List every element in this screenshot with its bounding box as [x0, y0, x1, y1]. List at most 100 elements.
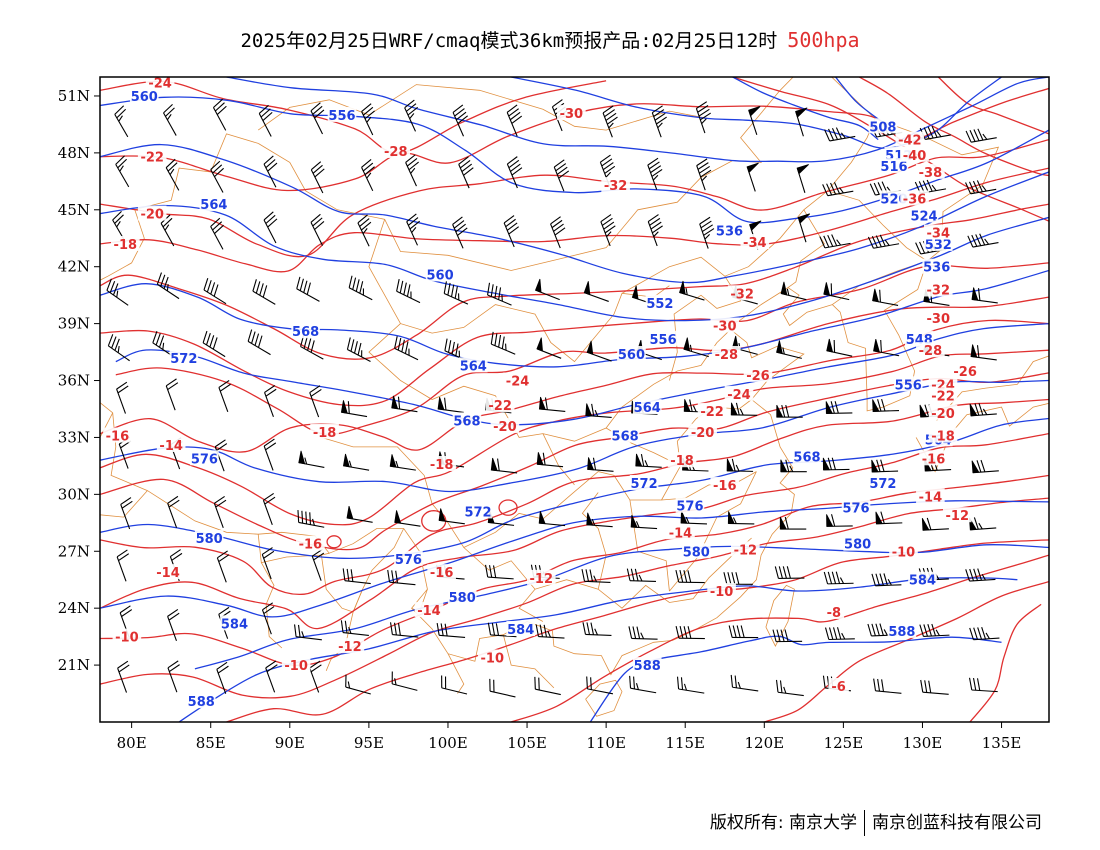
axis-ticks-layer: 80E 85E 90E 95E 100E 105E 110E 115E 120E 125E 130E…	[58, 87, 1022, 752]
wind-barb	[969, 627, 1000, 641]
temperature-closed-contour	[498, 499, 518, 516]
wind-barb	[797, 213, 811, 243]
wind-barb	[969, 403, 997, 417]
geopotential-label: 532	[925, 238, 952, 253]
geopotential-label: 536	[923, 261, 950, 276]
wind-barb	[263, 438, 277, 471]
temperature-label: -18	[430, 458, 454, 473]
wind-barb	[824, 627, 855, 641]
wind-barb	[867, 623, 898, 637]
geopotential-contour	[194, 544, 1049, 670]
wind-barb	[261, 547, 275, 580]
temperature-label: -22	[931, 390, 955, 405]
temperature-isotherm	[100, 398, 1049, 596]
lon-tick-label: 110E	[586, 734, 626, 752]
wind-barb	[114, 105, 129, 138]
wind-barb	[202, 330, 226, 358]
geopotential-label: 524	[910, 209, 937, 224]
wind-barb	[585, 403, 612, 419]
wind-barb	[602, 105, 618, 138]
wind-barb	[795, 107, 808, 137]
wind-barb	[490, 457, 518, 474]
temperature-label: -12	[946, 509, 970, 524]
plot-frame	[99, 76, 1050, 723]
lat-tick-label: 36N	[58, 372, 90, 390]
border-line	[257, 84, 709, 131]
lon-tick-label: 130E	[903, 734, 943, 752]
wind-barb	[679, 280, 705, 301]
wind-barb	[651, 105, 667, 138]
wind-barb	[210, 217, 224, 250]
wind-barb	[971, 459, 999, 474]
wind-barb	[452, 216, 468, 249]
temperature-label: -16	[106, 430, 130, 445]
lat-tick-label: 39N	[58, 315, 90, 333]
wind-barb	[696, 158, 712, 191]
wind-barb	[297, 510, 325, 528]
geopotential-label: 588	[634, 659, 661, 674]
wind-barb	[776, 340, 802, 359]
temperature-label: -12	[734, 543, 758, 558]
geopotential-contour	[589, 635, 1002, 722]
wind-barb	[630, 514, 658, 530]
temperature-isotherm	[100, 167, 1049, 273]
wind-barb	[203, 277, 227, 305]
wind-barb	[506, 156, 523, 189]
wind-barb	[872, 398, 900, 412]
temperature-label: -34	[743, 236, 767, 251]
geopotential-contour	[100, 500, 1049, 618]
temperature-isotherm	[764, 580, 1049, 722]
wind-barb	[583, 281, 609, 302]
wind-barb	[263, 155, 278, 188]
wind-barb	[298, 450, 325, 469]
geopotential-label: 572	[464, 505, 491, 520]
wind-barb	[342, 568, 371, 585]
temperature-label: -16	[922, 452, 946, 467]
wind-barb	[581, 569, 611, 583]
lat-tick-label: 30N	[58, 485, 90, 503]
lat-tick-label: 33N	[58, 428, 90, 446]
temperature-label: -32	[730, 287, 754, 302]
border-line	[257, 534, 330, 564]
wind-barb	[294, 624, 322, 641]
temperature-label: -16	[430, 566, 454, 581]
wind-barb	[258, 104, 273, 137]
wind-barb	[825, 401, 853, 414]
wind-barb	[357, 214, 372, 247]
wind-barb	[394, 336, 419, 361]
lon-tick-label: 85E	[196, 734, 226, 752]
wind-barb	[116, 381, 129, 414]
border-line	[502, 634, 555, 689]
temperature-isotherm	[510, 554, 1049, 722]
border-line	[621, 190, 928, 294]
geopotential-label: 556	[328, 109, 355, 124]
wind-barb	[120, 497, 133, 530]
wind-barb	[342, 453, 370, 471]
wind-barb	[920, 679, 949, 695]
lat-tick-label: 45N	[58, 201, 90, 219]
border-line	[447, 653, 465, 694]
geopotential-label: 576	[676, 500, 703, 515]
geopotential-label: 584	[221, 617, 248, 632]
wind-barb	[458, 156, 474, 189]
wind-barb	[437, 396, 464, 413]
geopotential-label: 584	[507, 623, 534, 638]
geopotential-contour	[226, 77, 1049, 163]
wind-barb	[968, 677, 998, 693]
wind-barb	[647, 157, 663, 190]
wind-barb	[780, 459, 807, 473]
temperature-isotherm	[937, 77, 1049, 135]
border-line	[787, 209, 825, 288]
wind-barb	[826, 338, 853, 357]
temperature-label: -34	[927, 227, 951, 242]
wind-barb	[780, 281, 807, 301]
wind-barb	[629, 675, 657, 694]
wind-barb	[826, 514, 853, 527]
wind-barb	[296, 276, 320, 302]
temperature-label: -42	[898, 134, 922, 149]
lon-tick-label: 105E	[507, 734, 547, 752]
wind-barb	[247, 329, 271, 356]
wind-barb	[774, 566, 805, 579]
wind-barb	[167, 495, 180, 528]
wind-barb	[919, 125, 951, 140]
